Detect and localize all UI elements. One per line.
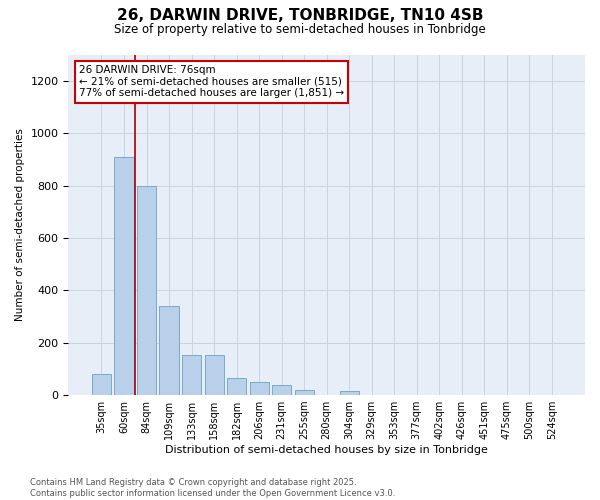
Bar: [250, 382, 269, 395]
Text: 26, DARWIN DRIVE, TONBRIDGE, TN10 4SB: 26, DARWIN DRIVE, TONBRIDGE, TN10 4SB: [117, 8, 483, 22]
Text: 26 DARWIN DRIVE: 76sqm
← 21% of semi-detached houses are smaller (515)
77% of se: 26 DARWIN DRIVE: 76sqm ← 21% of semi-det…: [79, 65, 344, 98]
X-axis label: Distribution of semi-detached houses by size in Tonbridge: Distribution of semi-detached houses by …: [165, 445, 488, 455]
Text: Size of property relative to semi-detached houses in Tonbridge: Size of property relative to semi-detach…: [114, 22, 486, 36]
Bar: [92, 374, 111, 395]
Bar: [272, 384, 291, 395]
Y-axis label: Number of semi-detached properties: Number of semi-detached properties: [15, 128, 25, 322]
Bar: [340, 391, 359, 395]
Bar: [115, 157, 134, 395]
Bar: [227, 378, 246, 395]
Bar: [295, 390, 314, 395]
Bar: [205, 354, 224, 395]
Bar: [182, 354, 201, 395]
Text: Contains HM Land Registry data © Crown copyright and database right 2025.
Contai: Contains HM Land Registry data © Crown c…: [30, 478, 395, 498]
Bar: [160, 306, 179, 395]
Bar: [137, 186, 156, 395]
